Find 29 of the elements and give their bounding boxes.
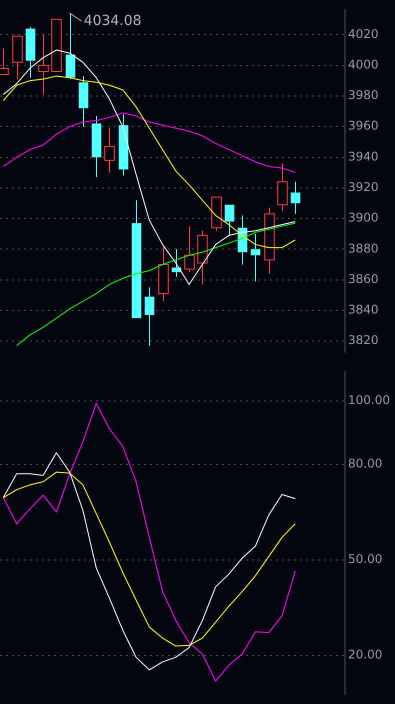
candlestick (66, 12, 76, 80)
y-tick-label: 100.00 (348, 392, 390, 407)
annotation: 4034.08 (84, 12, 142, 29)
candlestick (172, 248, 182, 278)
y-tick-label: 4020 (348, 26, 379, 41)
y-tick-label: 80.00 (348, 456, 382, 471)
y-tick-label: 3920 (348, 180, 379, 194)
y-tick-label: 3980 (348, 88, 379, 102)
y-tick-label: 3860 (348, 272, 379, 286)
y-tick-label: 20.00 (348, 648, 382, 662)
candlestick (250, 233, 260, 282)
y-tick-label: 3880 (348, 241, 379, 256)
candlestick (224, 204, 234, 236)
y-tick-label: 3840 (348, 302, 379, 317)
candlestick (144, 286, 154, 346)
candlestick (158, 246, 169, 302)
candlestick (132, 200, 142, 318)
y-tick-label: 50.00 (348, 552, 382, 566)
y-tick-label: 3940 (348, 149, 379, 164)
candlestick (92, 115, 102, 178)
candlestick (12, 36, 23, 80)
y-tick-label: 3820 (348, 333, 379, 348)
candlestick (118, 114, 128, 176)
candlestick (26, 26, 36, 78)
candlestick (290, 181, 300, 214)
y-tick-label: 4000 (348, 57, 379, 72)
candlestick (78, 76, 88, 128)
y-tick-label: 3960 (348, 118, 379, 133)
y-tick-label: 3900 (348, 210, 379, 225)
